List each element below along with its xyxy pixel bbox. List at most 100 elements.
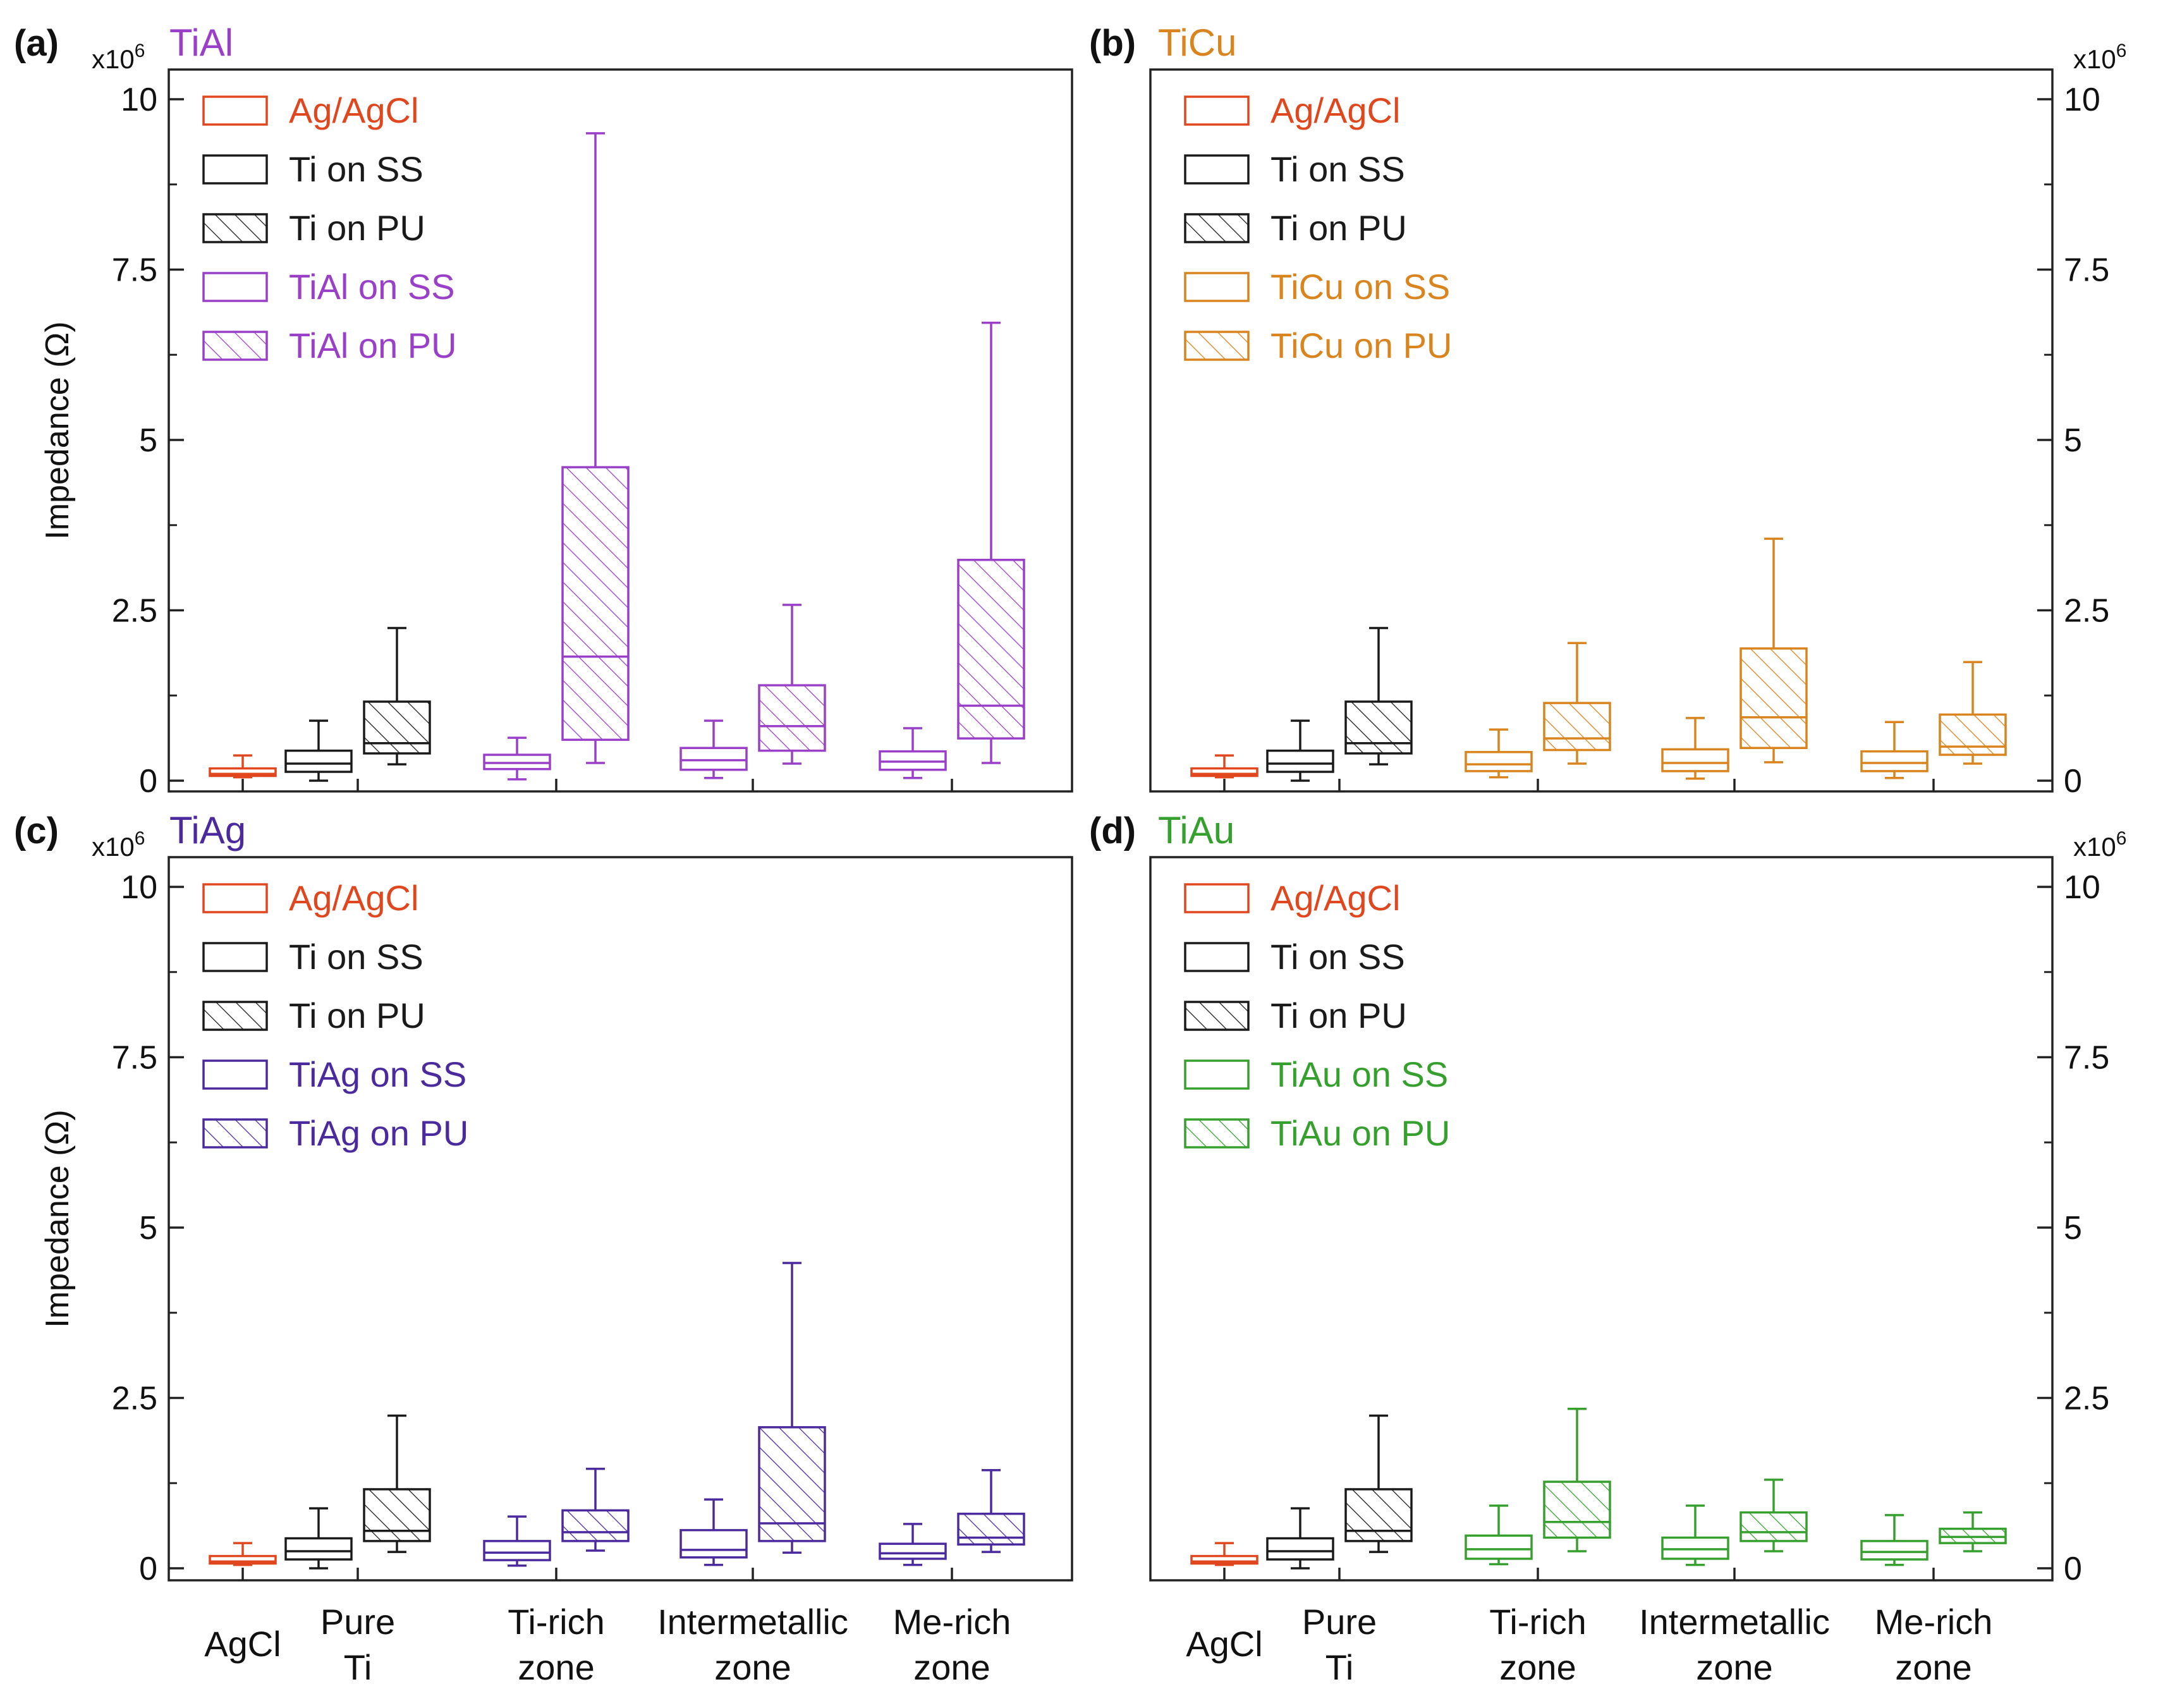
y-axis-title: Impedance (Ω) [39, 1109, 76, 1327]
legend-label: TiAg on SS [289, 1054, 466, 1094]
legend-swatch [202, 1001, 268, 1031]
y-exponent-label: x106 [92, 828, 145, 862]
x-tick-label: Ti-rich [1489, 1602, 1586, 1642]
y-tick-label: 2.5 [2064, 593, 2109, 630]
box-ti-on-ss [1266, 719, 1334, 782]
box-tial-on-pu [561, 132, 630, 764]
x-tick-label: Ti [344, 1647, 372, 1687]
plot-frame [168, 68, 1073, 793]
box-iqr [1190, 1554, 1258, 1565]
y-tick-label: 10 [121, 82, 157, 118]
legend-label: Ti on SS [1270, 937, 1405, 977]
box-tiau-on-pu [1740, 1479, 1808, 1552]
box-tial-on-pu [758, 604, 826, 765]
y-tick-label: 5 [2064, 1210, 2082, 1247]
legend-label: Ti on PU [1270, 208, 1407, 248]
x-tick-label: Me-rich [1875, 1602, 1993, 1642]
box-iqr [561, 466, 630, 741]
box-iqr [561, 1509, 630, 1542]
box-tial-on-pu [957, 321, 1025, 764]
legend-label: TiAl on PU [289, 326, 457, 365]
legend-swatch [1184, 331, 1250, 361]
legend-label: Ag/AgCl [1270, 878, 1400, 918]
legend-label: Ti on PU [289, 996, 425, 1035]
plot-frame [168, 856, 1073, 1582]
box-iqr [879, 1542, 947, 1560]
x-tick-label: Pure [320, 1602, 395, 1642]
box-iqr [284, 749, 353, 773]
box-iqr [679, 747, 748, 771]
box-tial-on-ss [679, 719, 748, 779]
box-iqr [1465, 1534, 1533, 1560]
x-tick-label: Ti-rich [508, 1602, 604, 1642]
x-tick-label: zone [1895, 1647, 1971, 1687]
x-tick-label: AgCl [1186, 1624, 1262, 1664]
exponent-power: 6 [2116, 828, 2127, 849]
box-iqr [1661, 748, 1729, 772]
box-tiag-on-pu [957, 1469, 1025, 1553]
plot-frame [1149, 68, 2054, 793]
legend-label: TiAu on PU [1270, 1113, 1450, 1153]
x-tick-label: zone [714, 1647, 791, 1687]
box-ti-on-ss [284, 1507, 353, 1570]
legend-swatch [202, 331, 268, 361]
panel-title: TiCu [1158, 21, 1236, 64]
box-tiag-on-ss [679, 1498, 748, 1566]
y-axis-title: Impedance (Ω) [39, 321, 76, 539]
box-ag-agcl [1190, 1542, 1258, 1566]
box-ag-agcl [209, 1542, 277, 1566]
panel-title: TiAu [1158, 809, 1234, 851]
box-tiau-on-ss [1465, 1504, 1533, 1566]
legend-swatch [202, 213, 268, 243]
box-tiag-on-pu [758, 1262, 826, 1554]
box-ticu-on-pu [1543, 642, 1611, 765]
box-iqr [1344, 700, 1413, 755]
legend-label: Ag/AgCl [1270, 90, 1400, 130]
legend-swatch [202, 1059, 268, 1090]
box-ti-on-pu [363, 1414, 431, 1553]
legend-swatch [1184, 1118, 1250, 1149]
y-tick-label: 2.5 [112, 593, 157, 630]
panel-a: (a) TiAl 0 2.5 5 7.5 10 x106 Impedance (Ω) Ag/AgC… [14, 21, 1073, 800]
box-iqr [1543, 702, 1611, 752]
box-iqr [209, 1554, 277, 1565]
box-iqr [1190, 767, 1258, 778]
box-tiag-on-pu [561, 1467, 630, 1552]
legend-label: TiCu on PU [1270, 326, 1452, 365]
x-tick-label: Intermetallic [1639, 1602, 1830, 1642]
box-iqr [957, 558, 1025, 740]
exponent-power: 6 [135, 40, 145, 61]
exponent-power: 6 [2116, 40, 2127, 61]
panel-c: (c) TiAg 0 2.5 5 7.5 10 x106 Impedance (Ω) AgCl Pu… [14, 809, 1073, 1687]
y-exponent-label: x106 [2073, 828, 2126, 862]
box-tiag-on-ss [879, 1523, 947, 1566]
legend-label: Ti on SS [289, 937, 423, 977]
x-tick-label: Me-rich [893, 1602, 1011, 1642]
legend-label: Ti on SS [1270, 149, 1405, 189]
legend-swatch [1184, 154, 1250, 185]
box-iqr [284, 1537, 353, 1561]
box-tiau-on-pu [1939, 1511, 2007, 1552]
legend-swatch [202, 154, 268, 185]
panel-b: (b) TiCu 0 2.5 5 7.5 10 x106 Ag/AgCl Ti on SS Ti o… [1089, 21, 2126, 800]
y-tick-label: 0 [139, 1551, 157, 1587]
box-ticu-on-pu [1939, 661, 2007, 765]
legend-swatch [1184, 213, 1250, 243]
box-ticu-on-ss [1661, 717, 1729, 780]
x-tick-label: zone [518, 1647, 594, 1687]
y-exponent-label: x106 [92, 40, 145, 74]
box-ti-on-pu [363, 626, 431, 766]
x-tick-label: zone [1696, 1647, 1772, 1687]
box-iqr [1740, 647, 1808, 750]
panel-title: TiAl [169, 21, 233, 64]
box-iqr [483, 1540, 551, 1561]
legend-label: Ti on PU [289, 208, 425, 248]
exponent-base: x10 [92, 832, 135, 862]
box-ag-agcl [209, 754, 277, 779]
box-tial-on-ss [879, 727, 947, 779]
x-tick-label: Intermetallic [657, 1602, 848, 1642]
y-tick-label: 2.5 [112, 1381, 157, 1417]
box-iqr [957, 1513, 1025, 1546]
box-ticu-on-ss [1465, 728, 1533, 779]
box-tiag-on-ss [483, 1515, 551, 1567]
